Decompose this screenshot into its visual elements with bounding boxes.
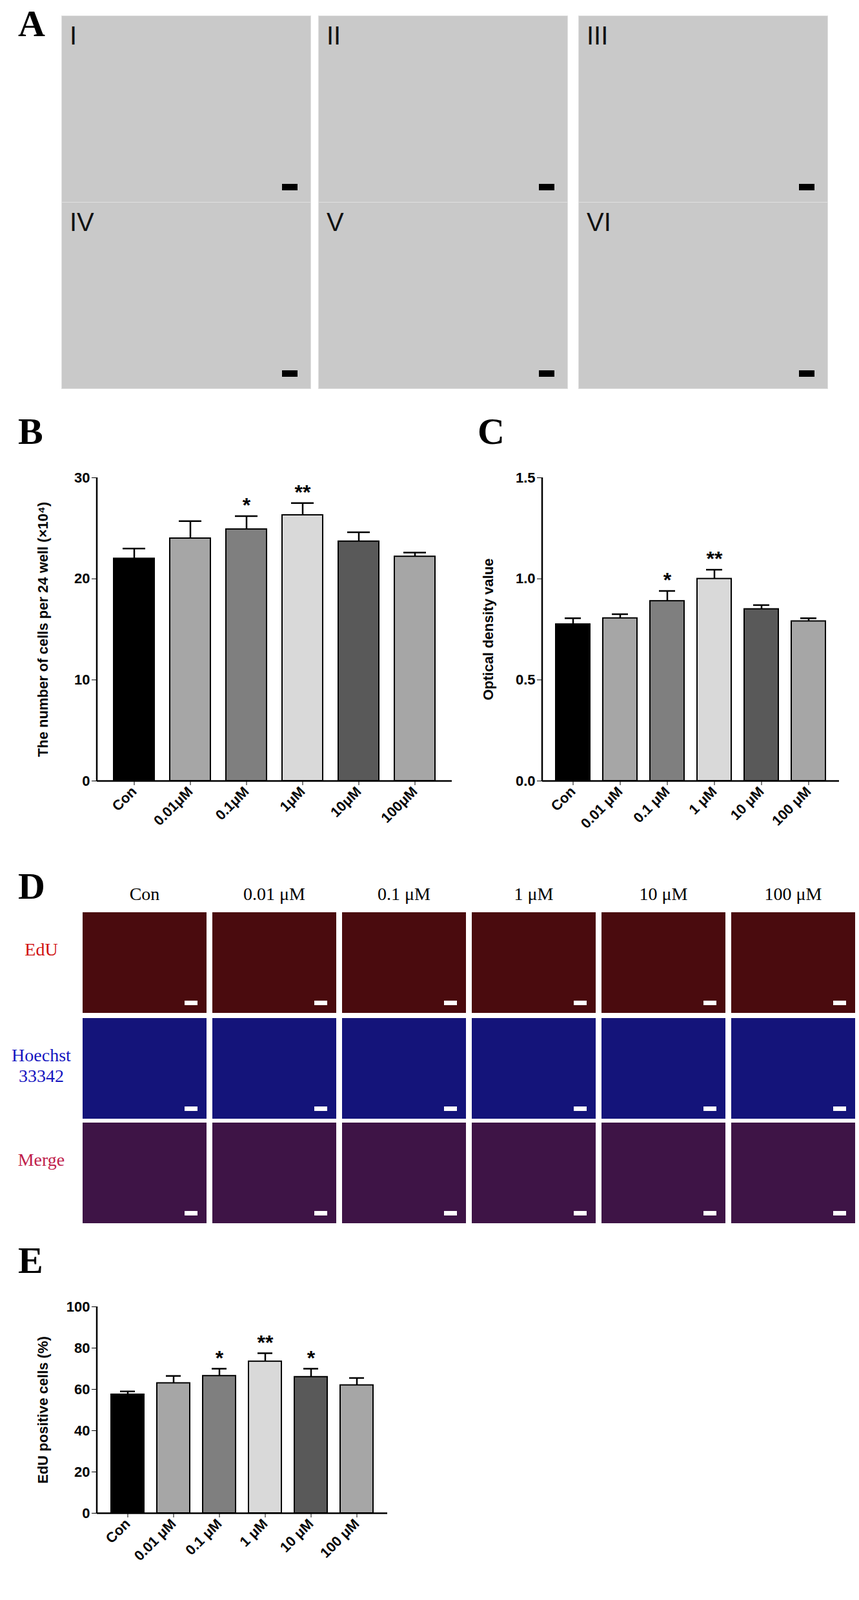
html-text:10 μM: 10 μM (639, 884, 688, 905)
html-text:0.1 μM: 0.1 μM (377, 884, 431, 905)
svg-text:1μM: 1μM (276, 783, 309, 816)
svg-text:40: 40 (74, 1423, 90, 1440)
svg-text:0.1 μM: 0.1 μM (629, 783, 673, 827)
html-text:VI: VI (586, 207, 612, 237)
html-text:B: B (18, 410, 44, 453)
svg-text:Con: Con (547, 783, 579, 815)
svg-text:*: * (307, 1346, 316, 1371)
html-text:II: II (326, 21, 341, 50)
svg-text:*: * (663, 568, 672, 592)
html-text:EdU: EdU (24, 939, 58, 960)
svg-text:0.01 μM: 0.01 μM (131, 1515, 180, 1565)
svg-text:Con: Con (109, 783, 141, 815)
svg-text:0.01μM: 0.01μM (150, 783, 196, 829)
html-text:IV: IV (69, 207, 95, 237)
svg-text:1.0: 1.0 (515, 570, 536, 587)
svg-text:The number of cells per 24 wel: The number of cells per 24 well (×10⁴) (34, 502, 51, 758)
svg-text:Con: Con (102, 1515, 134, 1547)
svg-text:100 μM: 100 μM (316, 1515, 363, 1562)
svg-text:10 μM: 10 μM (276, 1515, 317, 1557)
html-text:1 μM: 1 μM (514, 884, 554, 905)
svg-text:**: ** (257, 1331, 274, 1355)
html-text:C: C (477, 410, 505, 453)
svg-text:0.1μM: 0.1μM (212, 783, 253, 824)
svg-text:0: 0 (81, 1505, 90, 1522)
svg-text:0.0: 0.0 (515, 773, 536, 790)
html-text:I: I (69, 21, 77, 50)
svg-text:Optical density value: Optical density value (480, 558, 497, 701)
svg-text:0.5: 0.5 (515, 671, 536, 688)
svg-text:30: 30 (74, 469, 90, 486)
html-text:III: III (586, 21, 609, 50)
svg-text:1 μM: 1 μM (685, 783, 720, 818)
html-text:0.01 μM: 0.01 μM (243, 884, 306, 905)
svg-text:20: 20 (74, 570, 90, 587)
html-text:100 μM: 100 μM (764, 884, 822, 905)
html-text:A: A (18, 2, 46, 45)
svg-text:10μM: 10μM (327, 783, 364, 821)
html-text:Merge: Merge (17, 1150, 65, 1171)
svg-text:100: 100 (66, 1299, 91, 1316)
svg-text:*: * (242, 493, 252, 517)
svg-text:EdU positive cells (%): EdU positive cells (%) (34, 1336, 51, 1485)
svg-text:0: 0 (81, 773, 90, 790)
svg-text:1.5: 1.5 (515, 469, 536, 486)
svg-text:0.01 μM: 0.01 μM (577, 783, 627, 832)
html-text:Hoechst 33342: Hoechst 33342 (11, 1045, 71, 1087)
html-text:E: E (18, 1239, 44, 1282)
html-text:V: V (326, 207, 344, 237)
svg-text:1 μM: 1 μM (236, 1515, 271, 1551)
html-text:D: D (18, 865, 46, 908)
svg-text:80: 80 (74, 1340, 90, 1357)
html-text:Con: Con (129, 884, 160, 905)
svg-text:60: 60 (74, 1381, 90, 1398)
svg-text:100μM: 100μM (377, 783, 421, 827)
svg-text:**: ** (706, 547, 723, 571)
svg-text:10 μM: 10 μM (727, 783, 768, 824)
svg-text:0.1 μM: 0.1 μM (181, 1515, 225, 1559)
svg-text:10: 10 (74, 671, 90, 688)
svg-text:100 μM: 100 μM (768, 783, 814, 829)
svg-text:*: * (215, 1346, 224, 1371)
svg-text:**: ** (294, 480, 312, 505)
svg-text:20: 20 (74, 1464, 90, 1481)
